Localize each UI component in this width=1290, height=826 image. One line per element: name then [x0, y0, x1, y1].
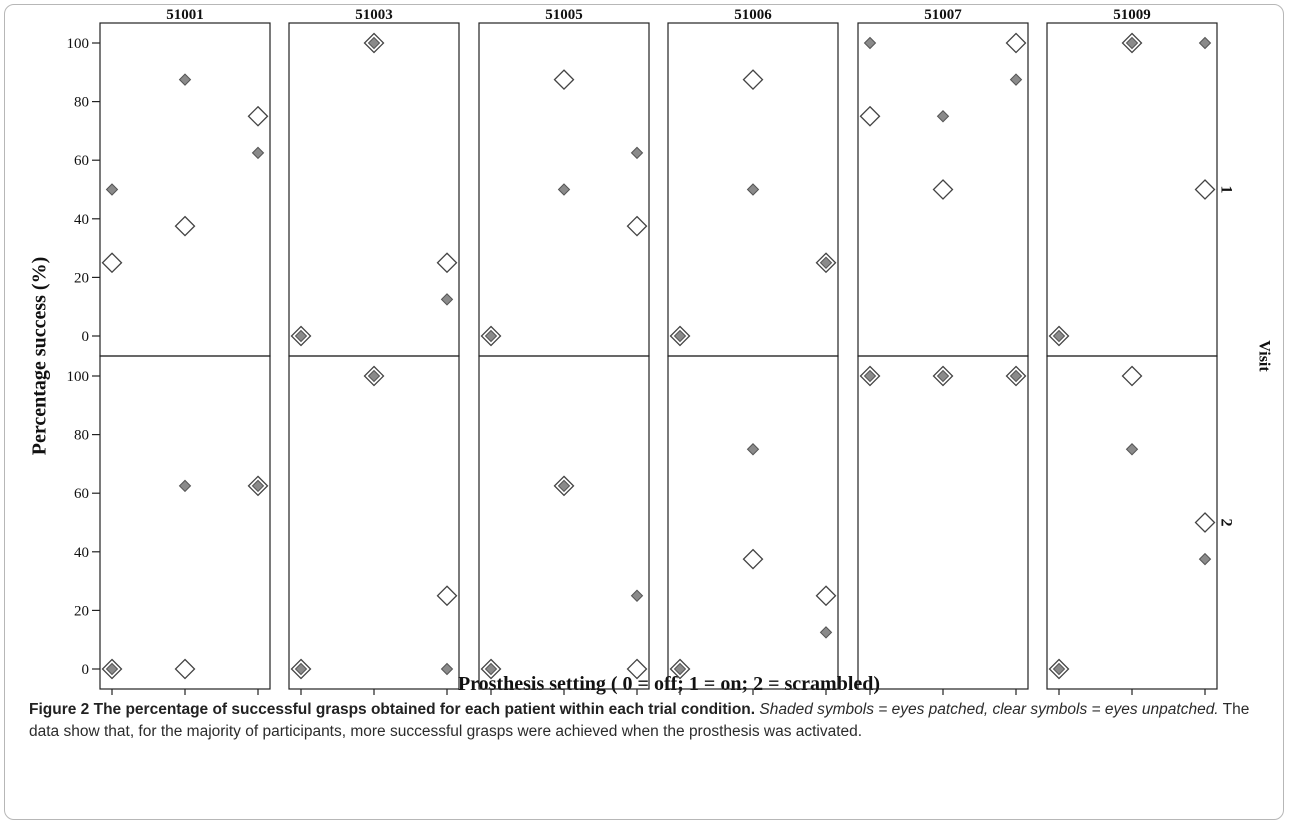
clear-point-51003-v2-x2: [436, 585, 458, 607]
shaded-point-51007-v1-x0: [863, 36, 877, 50]
shaded-point-51009-v2-x2: [1198, 552, 1212, 566]
caption-text: The data show that, for the majority of …: [29, 701, 1250, 741]
shaded-point-51003-v2-x2: [440, 662, 454, 676]
y-tick-label: 100: [67, 369, 90, 385]
clear-point-51006-v2-x2: [815, 585, 837, 607]
y-tick-label: 0: [82, 662, 90, 678]
panel-frame-51003-visit-2: [288, 355, 460, 690]
clear-point-51006-v1-x1: [742, 69, 764, 91]
y-tick-label: 100: [67, 36, 90, 52]
figure-caption: Figure 2 The percentage of successful gr…: [29, 699, 1279, 743]
shaded-point-51001-v2-x0: [105, 662, 119, 676]
shaded-point-51006-v2-x0: [673, 662, 687, 676]
clear-point-51005-v2-x2: [626, 658, 648, 680]
shaded-point-51007-v1-x1: [936, 110, 950, 123]
column-label-51007: 51007: [924, 7, 962, 23]
panel-frame-51001-visit-2: [99, 355, 271, 690]
faceted-scatter-chart: 51001 51003 51005 51006 51007 51009 1 2 Visit Per…: [29, 7, 1272, 695]
clear-point-51001-v1-x1: [174, 215, 196, 237]
column-label-51005: 51005: [545, 7, 583, 23]
panel-frame-51006-visit-2: [667, 355, 839, 690]
clear-point-51006-v2-x1: [742, 548, 764, 570]
shaded-point-51005-v1-x2: [630, 146, 644, 160]
clear-point-51001-v1-x2: [247, 105, 269, 127]
shaded-point-51005-v1-x0: [484, 329, 498, 343]
row-label-2: 2: [1217, 519, 1234, 527]
x-axis-label: Prosthesis setting ( 0 = off; 1 = on; 2 …: [458, 673, 880, 695]
column-label-51001: 51001: [166, 7, 204, 23]
shaded-point-51001-v2-x1: [178, 479, 192, 493]
clear-point-51007-v1-x2: [1005, 32, 1027, 54]
shaded-point-51007-v1-x2: [1009, 73, 1023, 86]
shaded-point-51001-v1-x0: [105, 183, 119, 196]
column-label-51003: 51003: [355, 7, 393, 23]
shaded-point-51007-v2-x2: [1009, 369, 1023, 383]
column-label-51006: 51006: [734, 7, 772, 23]
clear-point-51009-v2-x2: [1194, 512, 1216, 533]
shaded-point-51007-v2-x1: [936, 369, 950, 383]
shaded-point-51006-v1-x1: [746, 183, 760, 196]
shaded-point-51003-v2-x0: [294, 662, 308, 676]
shaded-point-51005-v2-x0: [484, 662, 498, 676]
clear-point-51007-v1-x1: [932, 179, 954, 200]
shaded-point-51003-v1-x1: [367, 36, 381, 50]
figure-frame: 51001 51003 51005 51006 51007 51009 1 2 Visit Per…: [4, 4, 1284, 820]
caption-legend-note: Shaded symbols = eyes patched, clear sym…: [759, 701, 1219, 718]
y-tick-label: 40: [74, 212, 89, 228]
panel-frame-51005-visit-2: [478, 355, 650, 690]
shaded-point-51001-v1-x2: [251, 146, 265, 160]
clear-point-51009-v2-x1: [1121, 365, 1143, 387]
panel-frame-51009-visit-2: [1046, 355, 1218, 690]
clear-point-51001-v1-x0: [101, 252, 123, 274]
shaded-point-51003-v1-x2: [440, 293, 454, 306]
y-tick-label: 0: [82, 329, 90, 345]
shaded-point-51001-v2-x2: [251, 479, 265, 493]
shaded-point-51005-v2-x2: [630, 589, 644, 602]
y-tick-label: 80: [74, 428, 89, 444]
y-tick-label: 60: [74, 486, 89, 502]
shaded-point-51006-v2-x1: [746, 443, 760, 456]
shaded-point-51003-v2-x1: [367, 369, 381, 383]
y-tick-label: 20: [74, 603, 89, 619]
y-tick-label: 40: [74, 545, 89, 561]
clear-point-51001-v2-x1: [174, 658, 196, 680]
row-facet-title: Visit: [1255, 340, 1272, 372]
shaded-point-51005-v1-x1: [557, 183, 571, 196]
shaded-point-51006-v2-x2: [819, 626, 833, 639]
panel-frame-51001-visit-1: [99, 22, 271, 357]
y-tick-label: 80: [74, 95, 89, 111]
shaded-point-51005-v2-x1: [557, 479, 571, 493]
shaded-point-51006-v1-x0: [673, 329, 687, 343]
shaded-point-51003-v1-x0: [294, 329, 308, 343]
clear-point-51005-v1-x2: [626, 215, 648, 237]
shaded-point-51009-v2-x0: [1052, 662, 1066, 676]
clear-point-51007-v1-x0: [859, 105, 881, 127]
shaded-point-51009-v2-x1: [1125, 443, 1139, 456]
shaded-point-51009-v1-x2: [1198, 36, 1212, 50]
column-label-51009: 51009: [1113, 7, 1151, 23]
shaded-point-51009-v1-x0: [1052, 329, 1066, 343]
y-tick-label: 20: [74, 270, 89, 286]
panel-frame-51007-visit-2: [857, 355, 1029, 690]
shaded-point-51007-v2-x0: [863, 369, 877, 383]
panel-frame-51003-visit-1: [288, 22, 460, 357]
shaded-point-51001-v1-x1: [178, 73, 192, 86]
shaded-point-51009-v1-x1: [1125, 36, 1139, 50]
shaded-point-51006-v1-x2: [819, 256, 833, 269]
clear-point-51009-v1-x2: [1194, 179, 1216, 200]
y-tick-label: 60: [74, 153, 89, 169]
clear-point-51005-v1-x1: [553, 69, 575, 91]
panel-frame-51009-visit-1: [1046, 22, 1218, 357]
caption-title: Figure 2 The percentage of successful gr…: [29, 701, 756, 718]
y-axis-label: Percentage success (%): [29, 257, 51, 455]
row-label-1: 1: [1217, 186, 1234, 194]
clear-point-51003-v1-x2: [436, 252, 458, 274]
